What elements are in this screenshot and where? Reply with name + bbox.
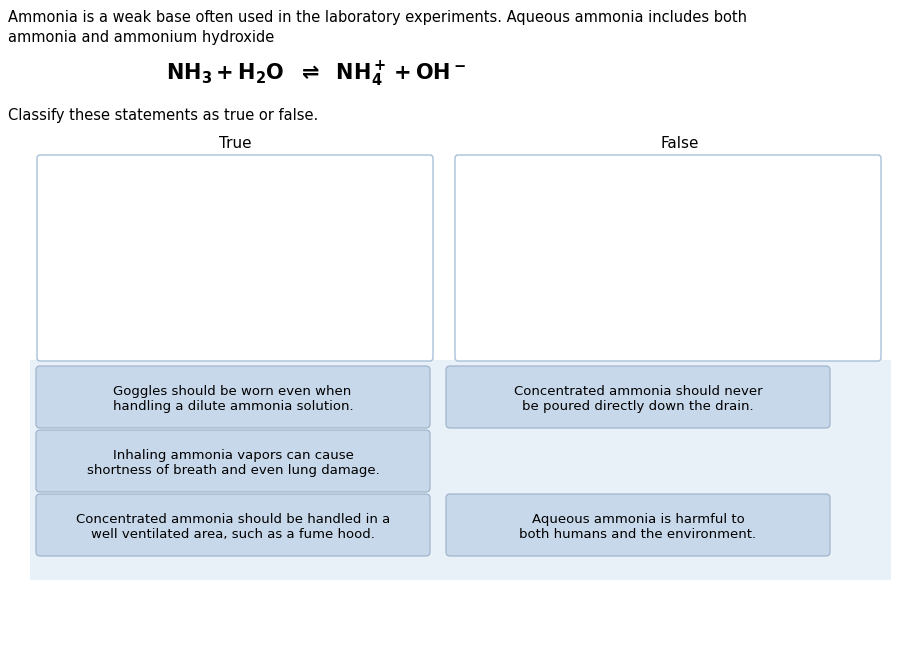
Text: ammonia and ammonium hydroxide: ammonia and ammonium hydroxide [8, 30, 274, 45]
FancyBboxPatch shape [446, 494, 830, 556]
Bar [30, 360, 891, 580]
FancyBboxPatch shape [36, 366, 430, 428]
Text: Inhaling ammonia vapors can cause
shortness of breath and even lung damage.: Inhaling ammonia vapors can cause shortn… [87, 449, 379, 477]
FancyBboxPatch shape [37, 155, 433, 361]
Text: Concentrated ammonia should be handled in a
well ventilated area, such as a fume: Concentrated ammonia should be handled i… [76, 513, 391, 541]
Text: Aqueous ammonia is harmful to
both humans and the environment.: Aqueous ammonia is harmful to both human… [519, 513, 756, 541]
FancyBboxPatch shape [455, 155, 881, 361]
FancyBboxPatch shape [36, 430, 430, 492]
Text: False: False [660, 136, 699, 151]
FancyBboxPatch shape [36, 494, 430, 556]
FancyBboxPatch shape [446, 366, 830, 428]
Text: Classify these statements as true or false.: Classify these statements as true or fal… [8, 108, 319, 123]
Text: Goggles should be worn even when
handling a dilute ammonia solution.: Goggles should be worn even when handlin… [112, 385, 354, 413]
Text: True: True [218, 136, 251, 151]
Text: Ammonia is a weak base often used in the laboratory experiments. Aqueous ammonia: Ammonia is a weak base often used in the… [8, 10, 747, 25]
Text: $\mathbf{NH_3 + H_2O}$  $\mathbf{\rightleftharpoons}$  $\mathbf{NH_4^+ + OH^-}$: $\mathbf{NH_3 + H_2O}$ $\mathbf{\rightle… [166, 60, 466, 89]
Text: Concentrated ammonia should never
be poured directly down the drain.: Concentrated ammonia should never be pou… [514, 385, 763, 413]
